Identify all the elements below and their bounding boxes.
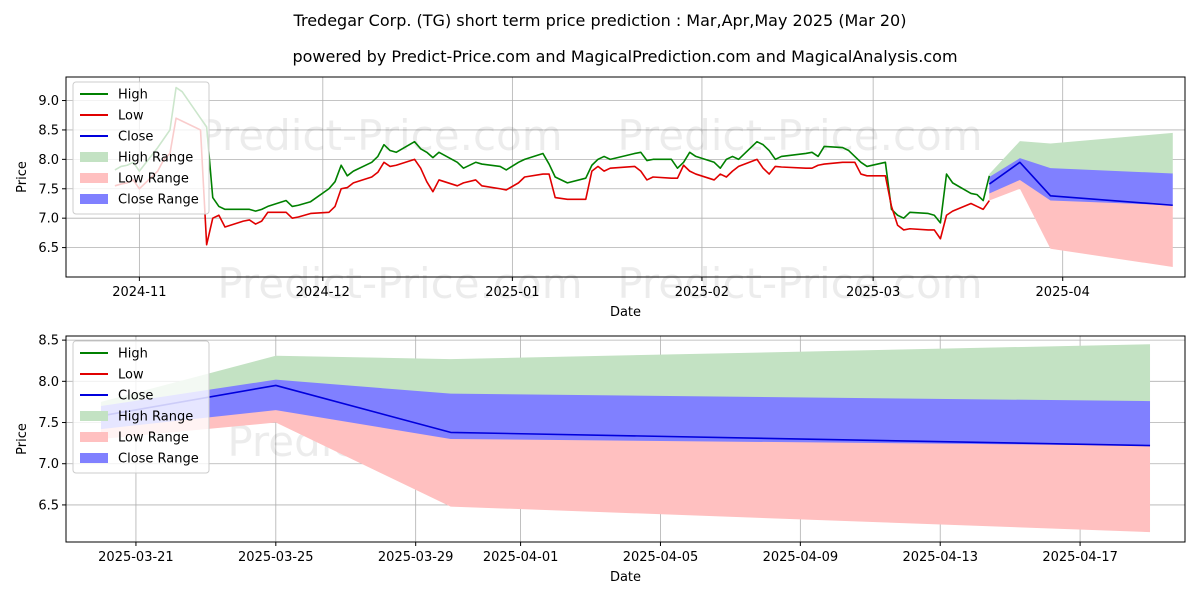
legend: High Low Close High Range Low Range Close Ran… [72,340,210,474]
low-range-band [989,178,1173,267]
x-tick-label: 2025-04-05 [623,550,699,565]
x-tick-label: 2024-11 [112,285,166,300]
legend-label: High Range [118,151,193,166]
x-tick-label: 2025-03-21 [98,550,174,565]
y-tick-label: 6.5 [38,241,59,256]
watermark-text: Predict-Price.com [617,259,982,308]
y-tick-label: 7.0 [38,212,59,227]
x-tick-label: 2025-03-25 [238,550,314,565]
forecast-panel: Predict-Price.comPredict-Price.com2025-0… [15,334,1186,585]
legend-swatch [80,152,108,162]
watermark-text: Predict-Price.com [617,111,982,160]
legend-label: Low [118,109,144,124]
close-range-band [989,158,1173,206]
x-axis-label: Date [610,570,641,585]
x-axis-label: Date [610,305,641,320]
legend-label: Close Range [118,452,199,467]
y-axis-label: Price [15,423,30,455]
chart-subtitle: powered by Predict-Price.com and Magical… [292,47,957,66]
y-tick-label: 8.0 [38,153,59,168]
legend-label: Low [118,368,144,383]
low-range-band [100,407,1151,533]
y-tick-label: 7.0 [38,457,59,472]
low-series-line [114,117,990,246]
y-tick-label: 7.5 [38,416,59,431]
legend-label: Close [118,389,153,404]
watermark-text: Predict-Price.com [217,259,582,308]
legend-swatch [80,173,108,183]
chart-title: Tredegar Corp. (TG) short term price pre… [293,11,907,30]
plot-frame [65,76,1186,278]
history-panel: Predict-Price.com Predict-Price.com Predic… [15,76,1186,320]
x-tick-label: 2025-03-29 [378,550,454,565]
x-tick-label: 2025-04-13 [902,550,978,565]
y-tick-label: 8.5 [38,334,59,349]
y-tick-label: 9.0 [38,94,59,109]
x-tick-label: 2025-01 [485,285,539,300]
legend-label: High [118,347,148,362]
plot-frame [65,335,1186,543]
x-tick-label: 2025-03 [846,285,900,300]
legend: High Low Close High Range Low Range Close Ran… [72,81,210,215]
y-tick-label: 8.5 [38,123,59,138]
legend-label: Low Range [118,172,189,187]
y-tick-label: 8.0 [38,375,59,390]
legend-swatch [80,453,108,463]
legend-swatch [80,432,108,442]
legend-label: Low Range [118,431,189,446]
x-tick-label: 2025-02 [675,285,729,300]
y-axis-label: Price [15,161,30,193]
legend-label: Close Range [118,193,199,208]
legend-label: High [118,88,148,103]
legend-swatch [80,411,108,421]
legend-swatch [80,194,108,204]
legend-label: High Range [118,410,193,425]
high-range-band [100,344,1151,419]
x-tick-label: 2025-04-01 [483,550,559,565]
close-series-line [988,161,1173,207]
y-tick-label: 6.5 [38,498,59,513]
close-range-band [100,379,1151,446]
x-tick-label: 2025-04-09 [763,550,839,565]
y-tick-label: 7.5 [38,182,59,197]
legend-label: Close [118,130,153,145]
x-tick-label: 2024-12 [296,285,350,300]
x-tick-label: 2025-04-17 [1042,550,1118,565]
high-range-band [989,132,1173,186]
x-tick-label: 2025-04 [1036,285,1090,300]
high-series-line [114,86,991,224]
